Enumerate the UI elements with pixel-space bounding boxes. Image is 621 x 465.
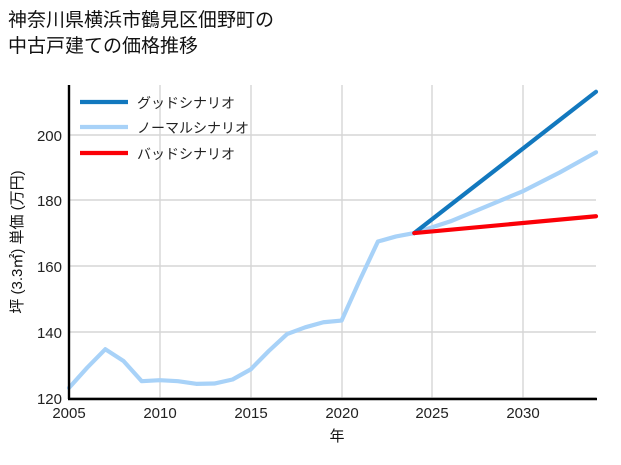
x-tick-2010: 2010 xyxy=(143,405,176,422)
y-tick-labels: 200 180 160 140 120 xyxy=(37,128,62,408)
x-tick-2025: 2025 xyxy=(415,405,448,422)
y-tick-120: 120 xyxy=(37,391,62,408)
x-tick-2005: 2005 xyxy=(52,405,85,422)
y-tick-200: 200 xyxy=(37,128,62,145)
x-tick-2020: 2020 xyxy=(325,405,358,422)
y-axis-title: 坪 (3.3㎡) 単価 (万円) xyxy=(9,170,26,313)
legend-item-good[interactable]: グッドシナリオ xyxy=(80,95,235,111)
legend-label-good: グッドシナリオ xyxy=(137,95,235,111)
legend-label-normal: ノーマルシナリオ xyxy=(137,120,249,136)
x-tick-labels: 2005 2010 2015 2020 2025 2030 xyxy=(52,405,539,422)
legend-item-normal[interactable]: ノーマルシナリオ xyxy=(80,120,249,136)
series-line-グッドシナリオ xyxy=(412,89,599,236)
plot-background xyxy=(69,85,596,398)
y-tick-140: 140 xyxy=(37,325,62,342)
series-line-ノーマルシナリオ xyxy=(66,150,599,390)
x-tick-2030: 2030 xyxy=(506,405,539,422)
chart-legend: グッドシナリオ ノーマルシナリオ バッドシナリオ xyxy=(80,95,249,162)
y-tick-160: 160 xyxy=(37,259,62,276)
legend-label-bad: バッドシナリオ xyxy=(137,146,235,162)
y-tick-180: 180 xyxy=(37,193,62,210)
series-line-バッドシナリオ xyxy=(412,214,599,236)
x-tick-2015: 2015 xyxy=(234,405,267,422)
page-title: 神奈川県横浜市鶴見区佃野町の 中古戸建ての価格推移 xyxy=(8,10,275,57)
legend-item-bad[interactable]: バッドシナリオ xyxy=(80,146,235,162)
x-axis-title: 年 xyxy=(329,428,344,445)
data-series-layer xyxy=(66,89,599,390)
